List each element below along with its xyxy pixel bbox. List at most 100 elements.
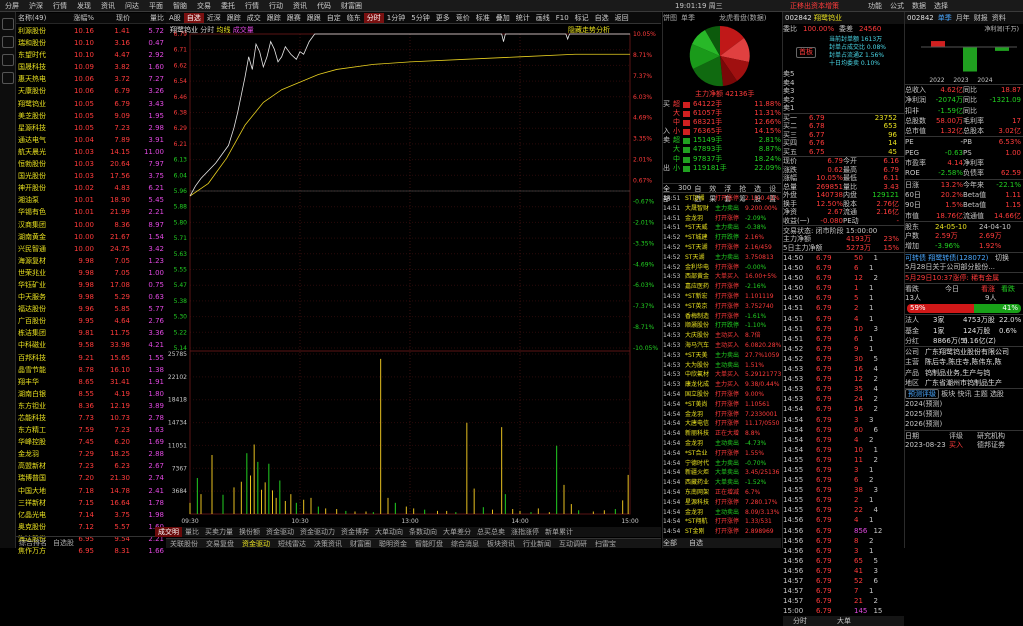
mid-footer-tab[interactable]: 全部	[663, 539, 677, 547]
indicator-tab[interactable]: 资金驱动	[266, 528, 294, 536]
trade-row[interactable]: 14:54 金龙羽 主动卖出 8.09/3.13%	[663, 508, 781, 518]
chart-toolbar-item[interactable]: 更多	[435, 13, 450, 22]
trade-row[interactable]: 14:52 金利华电 打开涨停 -0.00%	[663, 263, 781, 273]
chart-toolbar-item[interactable]: 自选	[183, 12, 204, 23]
indicator-tab[interactable]: 成交明	[155, 527, 182, 537]
trade-row[interactable]: 14:53 康龙化成 主力买入 9.38/0.44%	[663, 380, 781, 390]
ticket-footer-tab[interactable]: 大单	[837, 617, 851, 625]
quote-row[interactable]: 广百股份 9.95 4.64 2.76	[16, 315, 166, 327]
chart-toolbar-item[interactable]: 自定	[326, 13, 341, 22]
quote-row[interactable]: 栋洁集团 9.81 11.75 3.36	[16, 327, 166, 339]
menu-item[interactable]: 智脑	[173, 1, 187, 10]
trade-row[interactable]: 14:53 *ST英京 打开涨停 3.752740	[663, 302, 781, 312]
bottom-bar-tab[interactable]: 财富圈	[350, 540, 371, 548]
hide-analysis-link[interactable]: 隐藏走势分析	[568, 26, 610, 34]
chart-toolbar-item[interactable]: 跟跟	[306, 13, 321, 22]
trade-row[interactable]: 14:53 *ST天美 主力卖出 27.7%1059	[663, 351, 781, 361]
menu-item[interactable]: 分屏	[5, 1, 19, 10]
f10-tab[interactable]: 单季	[937, 14, 952, 22]
indicator-tab[interactable]: 条数动向	[409, 528, 437, 536]
buys-row[interactable]: 买五 6.75 45	[783, 148, 904, 157]
indicator-tab[interactable]: 资金驱动力	[300, 528, 335, 536]
bottom-bar-tab[interactable]: 互动调研	[559, 540, 587, 548]
chart-toolbar-item[interactable]: 竞价	[455, 13, 470, 22]
menu-item[interactable]: 选择	[934, 2, 948, 10]
indicator-tab[interactable]: 资金博弈	[341, 528, 369, 536]
indicator-tab[interactable]: 涨指涨停	[511, 528, 539, 536]
chart-toolbar-item[interactable]: 统计	[515, 13, 530, 22]
indicator-tab[interactable]: 总买总卖	[477, 528, 505, 536]
quote-row[interactable]: 汉商集团 10.00 8.36 8.97	[16, 219, 166, 231]
pie-tab[interactable]: 单季	[681, 14, 695, 22]
sells-row[interactable]: 卖1	[783, 104, 904, 113]
trade-row[interactable]: 14:53 *ST新宏 打开涨停 1.101119	[663, 292, 781, 302]
bottom-bar-tab[interactable]: 聪明资金	[379, 540, 407, 548]
chart-toolbar-item[interactable]: 近深	[206, 13, 221, 22]
chart-toolbar-item[interactable]: 跟赛	[286, 13, 301, 22]
trade-tab[interactable]: 效果	[709, 185, 717, 203]
trade-row[interactable]: 14:54 大唐电信 打开涨停 11.17/0550	[663, 419, 781, 429]
quote-row[interactable]: 三祥新材 7.15 16.64 1.78	[16, 497, 166, 509]
quote-row[interactable]: 国晟科技 10.09 3.82 1.60	[16, 61, 166, 73]
menu-item[interactable]: 公式	[890, 2, 904, 10]
chart-toolbar-item[interactable]: 标准	[475, 13, 490, 22]
buys-row[interactable]: 买三 6.77 96	[783, 131, 904, 140]
menu-item[interactable]: 沪深	[29, 1, 43, 10]
bottom-bar-tab[interactable]: 智能盯盘	[415, 540, 443, 548]
trade-row[interactable]: 14:52 ST天湖 主力卖出 3.750813	[663, 253, 781, 263]
menu-item[interactable]: 行情	[53, 1, 67, 10]
quote-row[interactable]: 神开股份 10.02 4.83 6.21	[16, 182, 166, 194]
menu-item[interactable]: 平面	[149, 1, 163, 10]
footer-tab[interactable]: 综合排名	[19, 539, 47, 547]
quote-row[interactable]: 亿晶光电 7.14 3.75 1.98	[16, 509, 166, 521]
quote-row[interactable]: 翔丰华 8.65 31.41 1.91	[16, 376, 166, 388]
trade-row[interactable]: 14:53 顺灏股份 打开跌停 -1.10%	[663, 321, 781, 331]
dragon-link[interactable]: 龙虎看盘(数据)	[719, 14, 767, 22]
quote-row[interactable]: 湘油泵 10.01 18.90 5.45	[16, 194, 166, 206]
menu-item[interactable]: 资讯	[101, 1, 115, 10]
col-header-pct[interactable]: 涨幅%	[73, 14, 94, 22]
quote-row[interactable]: 福达股份 9.96 5.85 5.77	[16, 303, 166, 315]
trade-tab[interactable]: 选股	[754, 185, 762, 203]
bottom-bar-tab[interactable]: 关联股份	[170, 540, 198, 548]
trade-row[interactable]: 14:53 大为股份 主动卖出 1.51%	[663, 361, 781, 371]
quote-row[interactable]: 晶雪节能 8.78 16.10 1.38	[16, 364, 166, 376]
f10-tab[interactable]: 资料	[991, 14, 1006, 22]
bottom-bar-tab[interactable]: 交易复盘	[206, 540, 234, 548]
col-header-price[interactable]: 现价	[116, 14, 130, 22]
trade-row[interactable]: 14:54 国立股份 打开涨停 9.00%	[663, 390, 781, 400]
trade-row[interactable]: 14:52 *ST天湖 打开涨停 2.16/459	[663, 243, 781, 253]
search-icon[interactable]	[2, 72, 14, 84]
quote-row[interactable]: 东方精工 7.59 7.23 1.63	[16, 424, 166, 436]
chart-toolbar-item[interactable]: 成交	[246, 13, 261, 22]
quote-row[interactable]: 中国大地 7.18 14.78 2.41	[16, 485, 166, 497]
indicator-tab[interactable]: 新单累计	[545, 528, 573, 536]
quote-row[interactable]: 通达电气 10.04 7.89 3.91	[16, 134, 166, 146]
trade-row[interactable]: 14:54 *ST翔航 打开涨停 1.33/531	[663, 517, 781, 527]
indicator-tab[interactable]: 大单动向	[375, 528, 403, 536]
quote-row[interactable]: 东望时代 10.10 4.47 2.92	[16, 49, 166, 61]
col-header-name[interactable]: 名称(49)	[18, 14, 47, 22]
buys-row[interactable]: 买四 6.76 14	[783, 139, 904, 148]
notice-1[interactable]: 5月28日关于公司部分股份...	[905, 263, 996, 272]
menu-item[interactable]: 数据	[912, 2, 926, 10]
trade-row[interactable]: 14:54 东南网架 正在增减 6.7%	[663, 488, 781, 498]
quote-row[interactable]: 美芝股份 10.05 9.09 1.95	[16, 110, 166, 122]
trade-row[interactable]: 14:54 新疆火炬 大单卖出 3.45/25136	[663, 468, 781, 478]
trade-row[interactable]: 14:51 大晟智财 主力卖出 9.200.00%	[663, 204, 781, 214]
trade-row[interactable]: 14:53 海马汽车 主动买入 6.0820.28%	[663, 341, 781, 351]
trade-tab[interactable]: 抢筹	[739, 185, 747, 203]
menu-item[interactable]: 发现	[77, 1, 91, 10]
chart-icon[interactable]	[2, 54, 14, 66]
notice-2[interactable]: 5月29日10:37涨停: 稀有金属	[905, 272, 1023, 282]
sells-row[interactable]: 卖4	[783, 79, 904, 88]
indicator-tab[interactable]: 量比	[185, 528, 199, 536]
quote-row[interactable]: 东方钽业 8.36 12.19 3.89	[16, 400, 166, 412]
chart-toolbar-item[interactable]: 跟踪	[226, 13, 241, 22]
menu-item[interactable]: 行情	[245, 1, 259, 10]
bottom-bar-tab[interactable]: 扫雷宝	[595, 540, 616, 548]
quote-row[interactable]: 世荣兆业 9.98 7.05 1.00	[16, 267, 166, 279]
chart-toolbar-item[interactable]: A股	[169, 13, 181, 22]
quote-row[interactable]: 海达股份 6.95 9.54 2.21	[16, 533, 166, 545]
quote-row[interactable]: 华锡有色 10.01 21.99 2.21	[16, 206, 166, 218]
